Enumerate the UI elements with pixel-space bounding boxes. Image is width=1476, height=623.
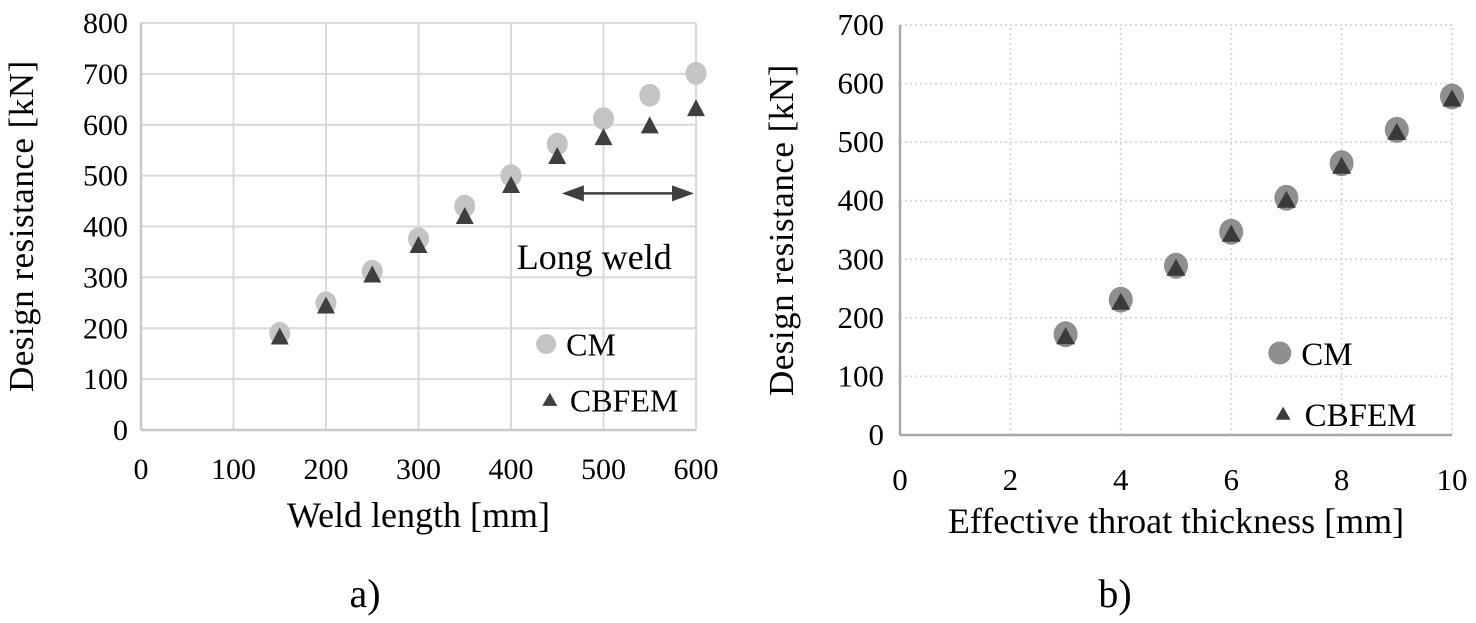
x-axis-tick-label: 4: [1113, 462, 1129, 497]
y-axis-tick-label: 100: [83, 363, 128, 396]
legend-cm-marker: [536, 334, 557, 355]
cm-data-marker: [593, 107, 614, 130]
cbfem-data-marker: [1387, 122, 1407, 140]
x-axis-tick-label: 6: [1223, 462, 1239, 497]
cbfem-data-marker: [270, 327, 289, 345]
legend-cbfem-marker: [1275, 406, 1291, 420]
y-axis-tick-label: 300: [838, 241, 885, 276]
legend-cbfem-label: CBFEM: [1305, 398, 1417, 434]
y-axis-tick-label: 500: [838, 124, 885, 159]
chart-b-caption: b): [1098, 571, 1132, 616]
y-axis-tick-label: 0: [869, 417, 885, 452]
cbfem-data-marker: [1332, 156, 1352, 174]
y-axis-tick-label: 400: [838, 183, 885, 218]
y-axis-tick-label: 600: [83, 109, 128, 142]
cbfem-data-marker: [1056, 327, 1076, 345]
cbfem-data-marker: [455, 206, 474, 224]
y-axis-tick-label: 200: [838, 300, 885, 335]
legend-cm-label: CM: [566, 327, 616, 363]
x-axis-tick-label: 600: [674, 453, 719, 486]
chart-a-plot-canvas: 0 100 200 300 400 500 600 700 800 0 100 200 300 400 50…: [83, 7, 719, 486]
long-weld-arrowhead-left: [561, 185, 584, 202]
x-axis-tick-label: 10: [1437, 462, 1468, 497]
y-axis-tick-label: 800: [83, 7, 128, 40]
x-axis-tick-label: 200: [304, 453, 349, 486]
y-axis-tick-label: 100: [838, 358, 885, 393]
y-axis-tick-label: 700: [83, 58, 128, 91]
cbfem-data-marker: [548, 146, 567, 164]
legend-cbfem-label: CBFEM: [570, 383, 678, 419]
long-weld-arrowhead-right: [672, 185, 694, 202]
x-axis-tick-label: 8: [1334, 462, 1350, 497]
cm-data-marker: [454, 194, 476, 218]
chart-a-x-axis-title: Weld length [mm]: [286, 495, 551, 535]
chart-a-caption: a): [349, 571, 381, 616]
cm-data-marker: [639, 83, 661, 107]
cbfem-data-marker: [502, 175, 520, 193]
y-axis-tick-label: 0: [113, 414, 128, 447]
x-axis-tick-label: 500: [581, 453, 626, 486]
y-axis-tick-label: 400: [83, 211, 128, 244]
legend-cbfem-marker: [542, 392, 558, 406]
y-axis-tick-label: 500: [83, 160, 128, 193]
cm-data-marker: [685, 62, 707, 85]
long-weld-annotation-label: Long weld: [517, 237, 672, 277]
legend-cm-marker: [1268, 341, 1292, 365]
chart-b: Design resistance [kN] 0 100 200 300 400 500 6…: [738, 0, 1476, 623]
cbfem-data-marker: [594, 128, 613, 146]
cbfem-data-marker: [640, 116, 659, 134]
cbfem-data-marker: [1221, 224, 1241, 242]
cbfem-data-marker: [409, 235, 428, 253]
y-axis-tick-label: 200: [83, 312, 128, 345]
cbfem-data-marker: [1166, 258, 1186, 276]
cbfem-data-marker: [317, 296, 335, 314]
cm-data-marker: [500, 164, 522, 187]
chart-b-x-axis-title: Effective throat thickness [mm]: [947, 501, 1405, 541]
legend-cm-label: CM: [1301, 337, 1352, 373]
y-axis-tick-label: 300: [83, 261, 128, 294]
chart-b-plot-canvas: 0 100 200 300 400 500 600 700 0 2 4 6 8 10 CM CBFEM: [838, 7, 1468, 497]
cm-data-marker: [546, 132, 568, 156]
y-axis-tick-label: 600: [838, 66, 885, 101]
cbfem-data-marker: [1442, 89, 1462, 107]
x-axis-tick-label: 100: [211, 453, 256, 486]
x-axis-tick-label: 2: [1003, 462, 1019, 497]
y-axis-tick-label: 700: [838, 7, 885, 42]
x-axis-tick-label: 0: [134, 453, 149, 486]
x-axis-tick-label: 300: [396, 453, 441, 486]
cbfem-data-marker: [363, 265, 382, 283]
cbfem-data-marker: [687, 99, 705, 117]
cbfem-data-marker: [1111, 292, 1131, 310]
x-axis-tick-label: 400: [489, 453, 534, 486]
chart-a: Design resistance [kN] 0 100 200 300 400 500 6…: [2, 7, 719, 616]
x-axis-tick-label: 0: [892, 462, 908, 497]
cbfem-data-marker: [1276, 190, 1296, 208]
